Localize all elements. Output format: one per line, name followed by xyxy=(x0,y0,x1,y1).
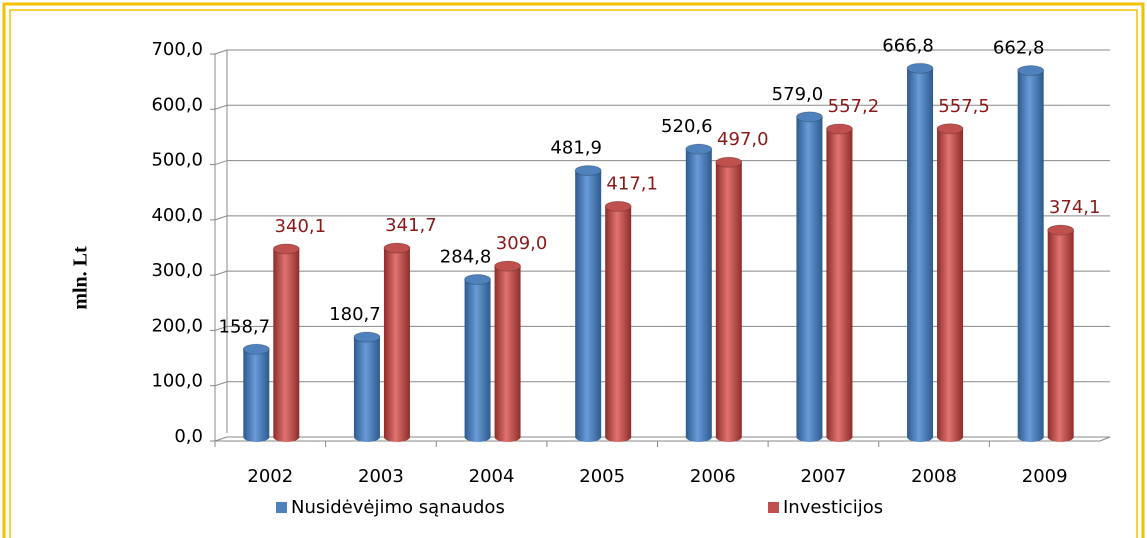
bar xyxy=(464,274,491,442)
y-tick-label: 300,0 xyxy=(151,260,203,281)
grid-line xyxy=(214,104,1110,110)
bar-top xyxy=(574,165,602,177)
bar-top xyxy=(353,331,381,343)
frame-inner xyxy=(9,9,1138,538)
bar-top xyxy=(383,242,411,254)
x-axis xyxy=(215,436,1111,442)
value-label: 579,0 xyxy=(772,84,824,105)
x-tick-label: 2007 xyxy=(801,466,847,487)
bar-top xyxy=(1017,65,1045,77)
bar-top xyxy=(464,274,492,286)
bar xyxy=(1017,65,1044,442)
bar xyxy=(243,344,270,442)
x-tick-label: 2008 xyxy=(911,466,957,487)
x-tick-label: 2009 xyxy=(1022,466,1068,487)
bar xyxy=(575,165,602,443)
bar-top xyxy=(242,343,270,355)
value-label: 557,2 xyxy=(828,96,880,117)
value-label: 374,1 xyxy=(1049,197,1101,218)
legend-label: Nusidėvėjimo sąnaudos xyxy=(291,497,505,518)
legend-swatch xyxy=(768,502,779,513)
x-tick-label: 2006 xyxy=(690,466,736,487)
bar-top xyxy=(494,260,522,272)
value-label: 520,6 xyxy=(661,116,713,137)
value-label: 309,0 xyxy=(496,233,548,254)
y-tick-label: 400,0 xyxy=(151,205,203,226)
bar-top xyxy=(906,62,934,74)
bar xyxy=(937,123,964,442)
x-tick-label: 2002 xyxy=(247,466,293,487)
legend-swatch xyxy=(276,502,287,513)
value-label: 158,7 xyxy=(219,316,271,337)
bar xyxy=(353,332,380,442)
bar-top xyxy=(715,156,743,168)
grid-line xyxy=(214,381,1110,387)
value-label: 557,5 xyxy=(938,96,990,117)
bar-top xyxy=(685,143,713,155)
bar xyxy=(383,243,410,442)
bar xyxy=(494,261,521,442)
value-label: 417,1 xyxy=(606,173,658,194)
y-tick-label: 100,0 xyxy=(151,371,203,392)
grid-line xyxy=(214,160,1110,166)
bar xyxy=(273,243,300,442)
value-label: 341,7 xyxy=(385,215,437,236)
y-tick-label: 500,0 xyxy=(151,150,203,171)
bar xyxy=(826,123,853,442)
bar-top xyxy=(825,123,853,135)
bar xyxy=(907,63,934,442)
x-tick-label: 2004 xyxy=(469,466,515,487)
bar-top xyxy=(795,111,823,123)
bar xyxy=(605,201,632,442)
value-label: 666,8 xyxy=(882,35,934,56)
grid-line xyxy=(214,215,1110,221)
value-label: 481,9 xyxy=(550,138,602,159)
legend-label: Investicijos xyxy=(783,497,883,518)
bar xyxy=(1047,225,1074,442)
bar-top xyxy=(604,200,632,212)
y-tick-label: 700,0 xyxy=(151,39,203,60)
bar-top xyxy=(1047,224,1075,236)
x-tick-label: 2003 xyxy=(358,466,404,487)
grid-line xyxy=(214,270,1110,276)
y-tick-label: 0,0 xyxy=(174,426,203,447)
grid-line xyxy=(214,49,1110,55)
value-label: 497,0 xyxy=(717,129,769,150)
value-label: 662,8 xyxy=(993,38,1045,59)
x-tick-label: 2005 xyxy=(579,466,625,487)
value-label: 284,8 xyxy=(440,247,492,268)
bar xyxy=(796,111,823,442)
bar xyxy=(715,157,742,443)
bar-top xyxy=(272,243,300,255)
y-axis-label: mln. Lt xyxy=(70,246,92,310)
bar xyxy=(685,144,712,443)
value-label: 340,1 xyxy=(275,216,327,237)
value-label: 180,7 xyxy=(329,304,381,325)
grid-line xyxy=(214,325,1110,331)
grid-line xyxy=(214,436,1110,442)
y-tick-label: 600,0 xyxy=(151,94,203,115)
y-tick-label: 200,0 xyxy=(151,315,203,336)
bar-top xyxy=(936,123,964,135)
